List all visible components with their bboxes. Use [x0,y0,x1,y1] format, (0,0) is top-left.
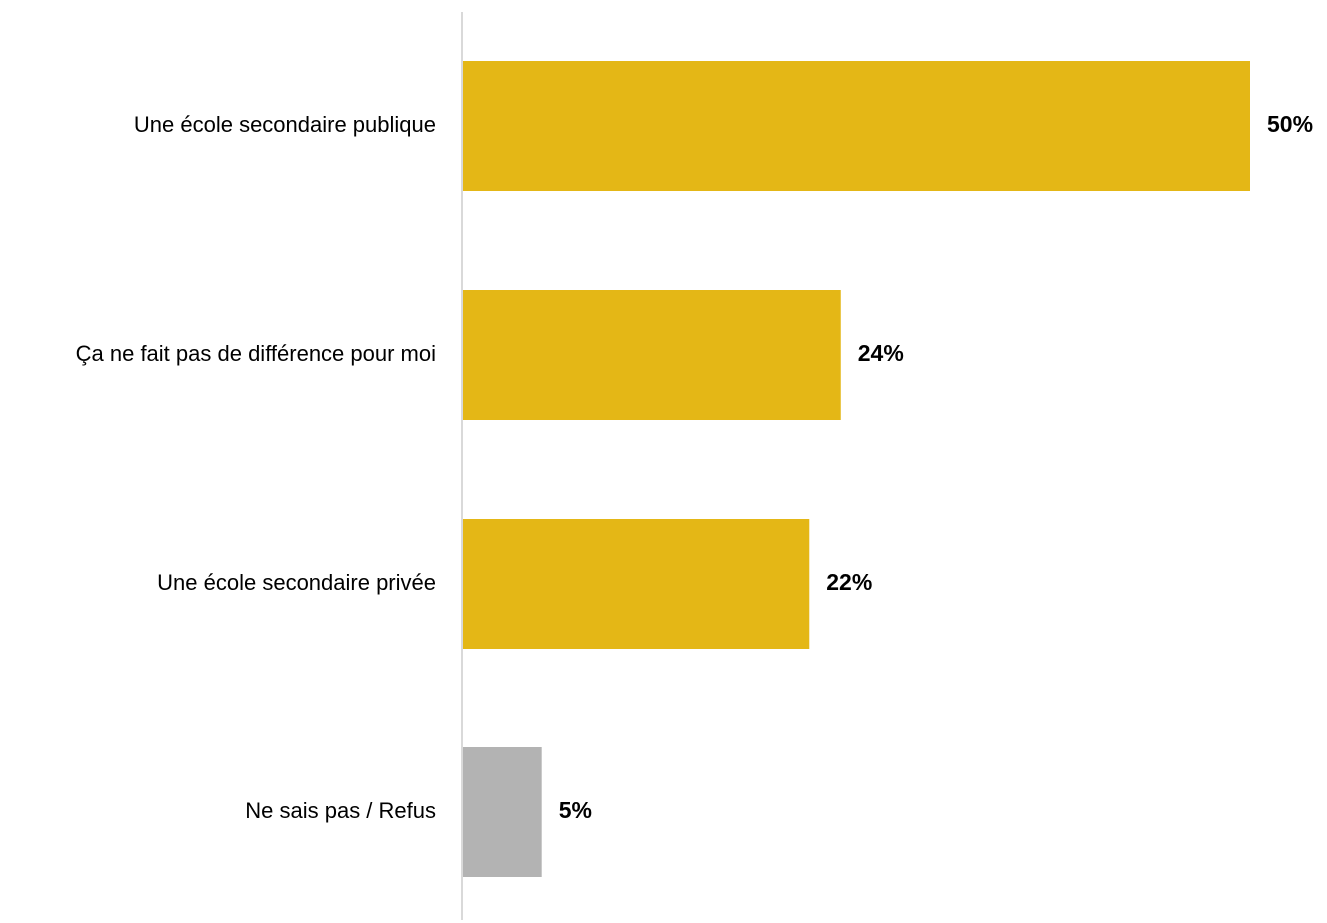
category-label: Ça ne fait pas de différence pour moi [76,341,436,366]
value-labels-group: 50% 24% 22% 5% [559,111,1313,823]
bar [463,290,841,420]
category-label: Une école secondaire publique [134,112,436,137]
value-label: 5% [559,797,592,823]
bar [463,61,1250,191]
bars-group [463,61,1250,877]
value-label: 22% [826,569,872,595]
category-label: Ne sais pas / Refus [245,798,436,823]
bar [463,519,810,649]
category-label: Une école secondaire privée [157,570,436,595]
value-label: 50% [1267,111,1313,137]
category-labels-group: Une école secondaire publique Ça ne fait … [76,112,436,823]
value-label: 24% [858,340,904,366]
bar [463,747,542,877]
